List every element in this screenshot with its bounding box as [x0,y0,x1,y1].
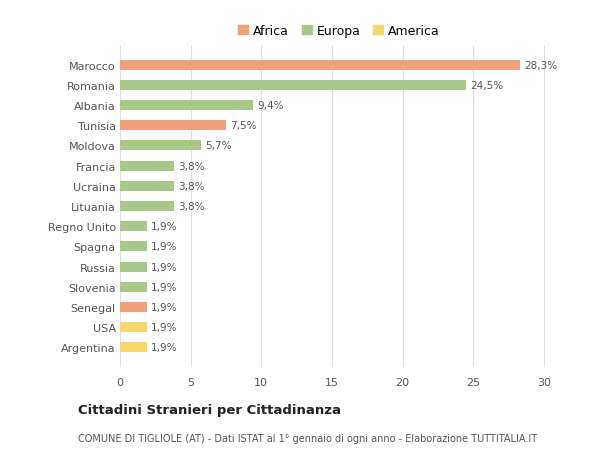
Text: 3,8%: 3,8% [178,161,205,171]
Bar [120,202,173,212]
Bar [120,322,147,332]
Text: 1,9%: 1,9% [151,222,178,232]
Text: 28,3%: 28,3% [524,61,557,71]
Text: 24,5%: 24,5% [470,81,503,91]
Bar [120,262,147,272]
Bar [120,81,466,91]
Text: 7,5%: 7,5% [230,121,257,131]
Text: 1,9%: 1,9% [151,282,178,292]
Bar [120,101,253,111]
Text: 1,9%: 1,9% [151,322,178,332]
Text: 1,9%: 1,9% [151,262,178,272]
Text: 3,8%: 3,8% [178,202,205,212]
Bar [120,342,147,353]
Bar [120,302,147,312]
Text: 3,8%: 3,8% [178,181,205,191]
Bar [120,121,226,131]
Text: 1,9%: 1,9% [151,342,178,353]
Bar [120,222,147,232]
Text: Cittadini Stranieri per Cittadinanza: Cittadini Stranieri per Cittadinanza [78,403,341,416]
Text: 5,7%: 5,7% [205,141,231,151]
Text: COMUNE DI TIGLIOLE (AT) - Dati ISTAT al 1° gennaio di ogni anno - Elaborazione T: COMUNE DI TIGLIOLE (AT) - Dati ISTAT al … [78,433,537,442]
Bar [120,61,520,71]
Text: 1,9%: 1,9% [151,302,178,312]
Bar [120,282,147,292]
Bar [120,161,173,171]
Text: 1,9%: 1,9% [151,242,178,252]
Bar [120,181,173,191]
Legend: Africa, Europa, America: Africa, Europa, America [233,20,445,43]
Text: 9,4%: 9,4% [257,101,284,111]
Bar [120,141,200,151]
Bar [120,242,147,252]
